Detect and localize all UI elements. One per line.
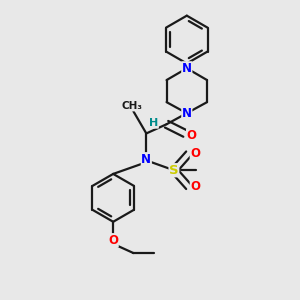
Text: N: N xyxy=(182,107,192,120)
Text: H: H xyxy=(149,118,158,128)
Text: O: O xyxy=(190,180,200,193)
Text: CH₃: CH₃ xyxy=(121,101,142,111)
Text: O: O xyxy=(187,129,196,142)
Text: N: N xyxy=(182,62,192,75)
Text: S: S xyxy=(169,164,179,177)
Text: O: O xyxy=(108,234,118,247)
Text: N: N xyxy=(141,153,151,166)
Text: O: O xyxy=(190,147,200,160)
